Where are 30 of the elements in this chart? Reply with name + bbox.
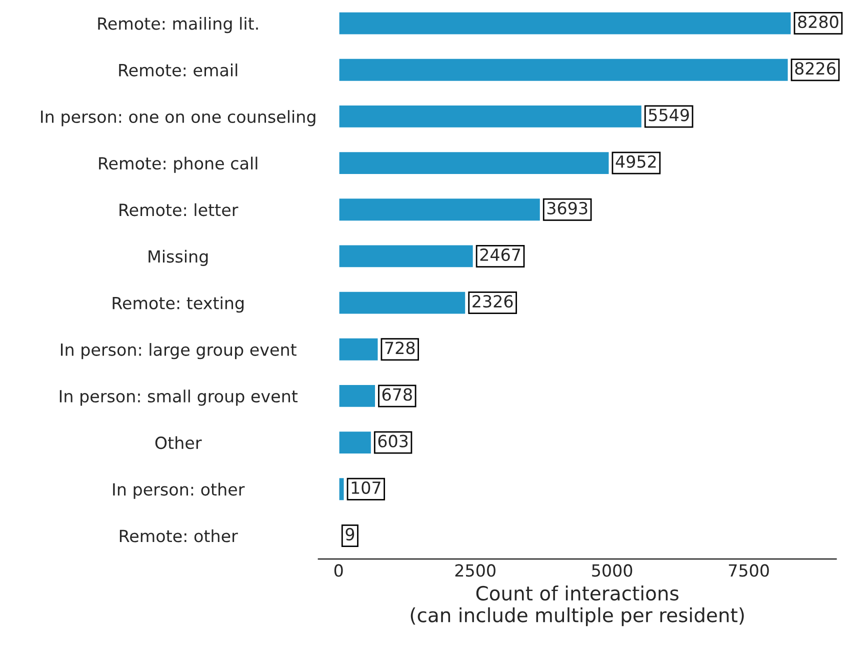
data-label: 5549 xyxy=(648,108,689,122)
y-tick-label: In person: one on one counseling xyxy=(41,110,316,126)
x-axis-title: Count of interactions (can include multiple per resident) xyxy=(410,586,744,626)
data-label: 603 xyxy=(378,434,408,448)
data-label: 4952 xyxy=(616,155,656,168)
data-label: 107 xyxy=(352,481,380,494)
data-label: 9 xyxy=(346,528,354,541)
data-label: 2467 xyxy=(480,248,520,262)
x-tick-label: 2500 xyxy=(455,564,496,577)
x-tick-label: 7500 xyxy=(728,564,769,577)
y-tick-label: Remote: other xyxy=(120,529,238,542)
data-label: 728 xyxy=(385,342,415,354)
y-tick-label: Remote: letter xyxy=(120,203,238,216)
y-tick-label: In person: small group event xyxy=(60,390,298,406)
x-tick-label: 5000 xyxy=(592,564,632,577)
y-tick-label: Remote: email xyxy=(119,64,238,76)
data-label: 8226 xyxy=(795,62,836,75)
y-tick-label: Other xyxy=(155,436,202,450)
data-label: 8280 xyxy=(798,16,838,28)
y-tick-label: Remote: texting xyxy=(112,296,244,313)
data-label: 678 xyxy=(382,388,412,401)
bar xyxy=(338,476,346,502)
x-tick-label: 0 xyxy=(334,564,343,577)
y-tick-label: Missing xyxy=(148,250,208,266)
y-tick-label: Remote: mailing lit. xyxy=(98,16,258,34)
y-tick-label: In person: other xyxy=(113,482,245,499)
y-tick-label: In person: large group event xyxy=(60,343,296,360)
data-label: 2326 xyxy=(472,295,513,308)
y-tick-label: Remote: phone call xyxy=(99,156,258,173)
data-label: 3693 xyxy=(547,202,588,214)
